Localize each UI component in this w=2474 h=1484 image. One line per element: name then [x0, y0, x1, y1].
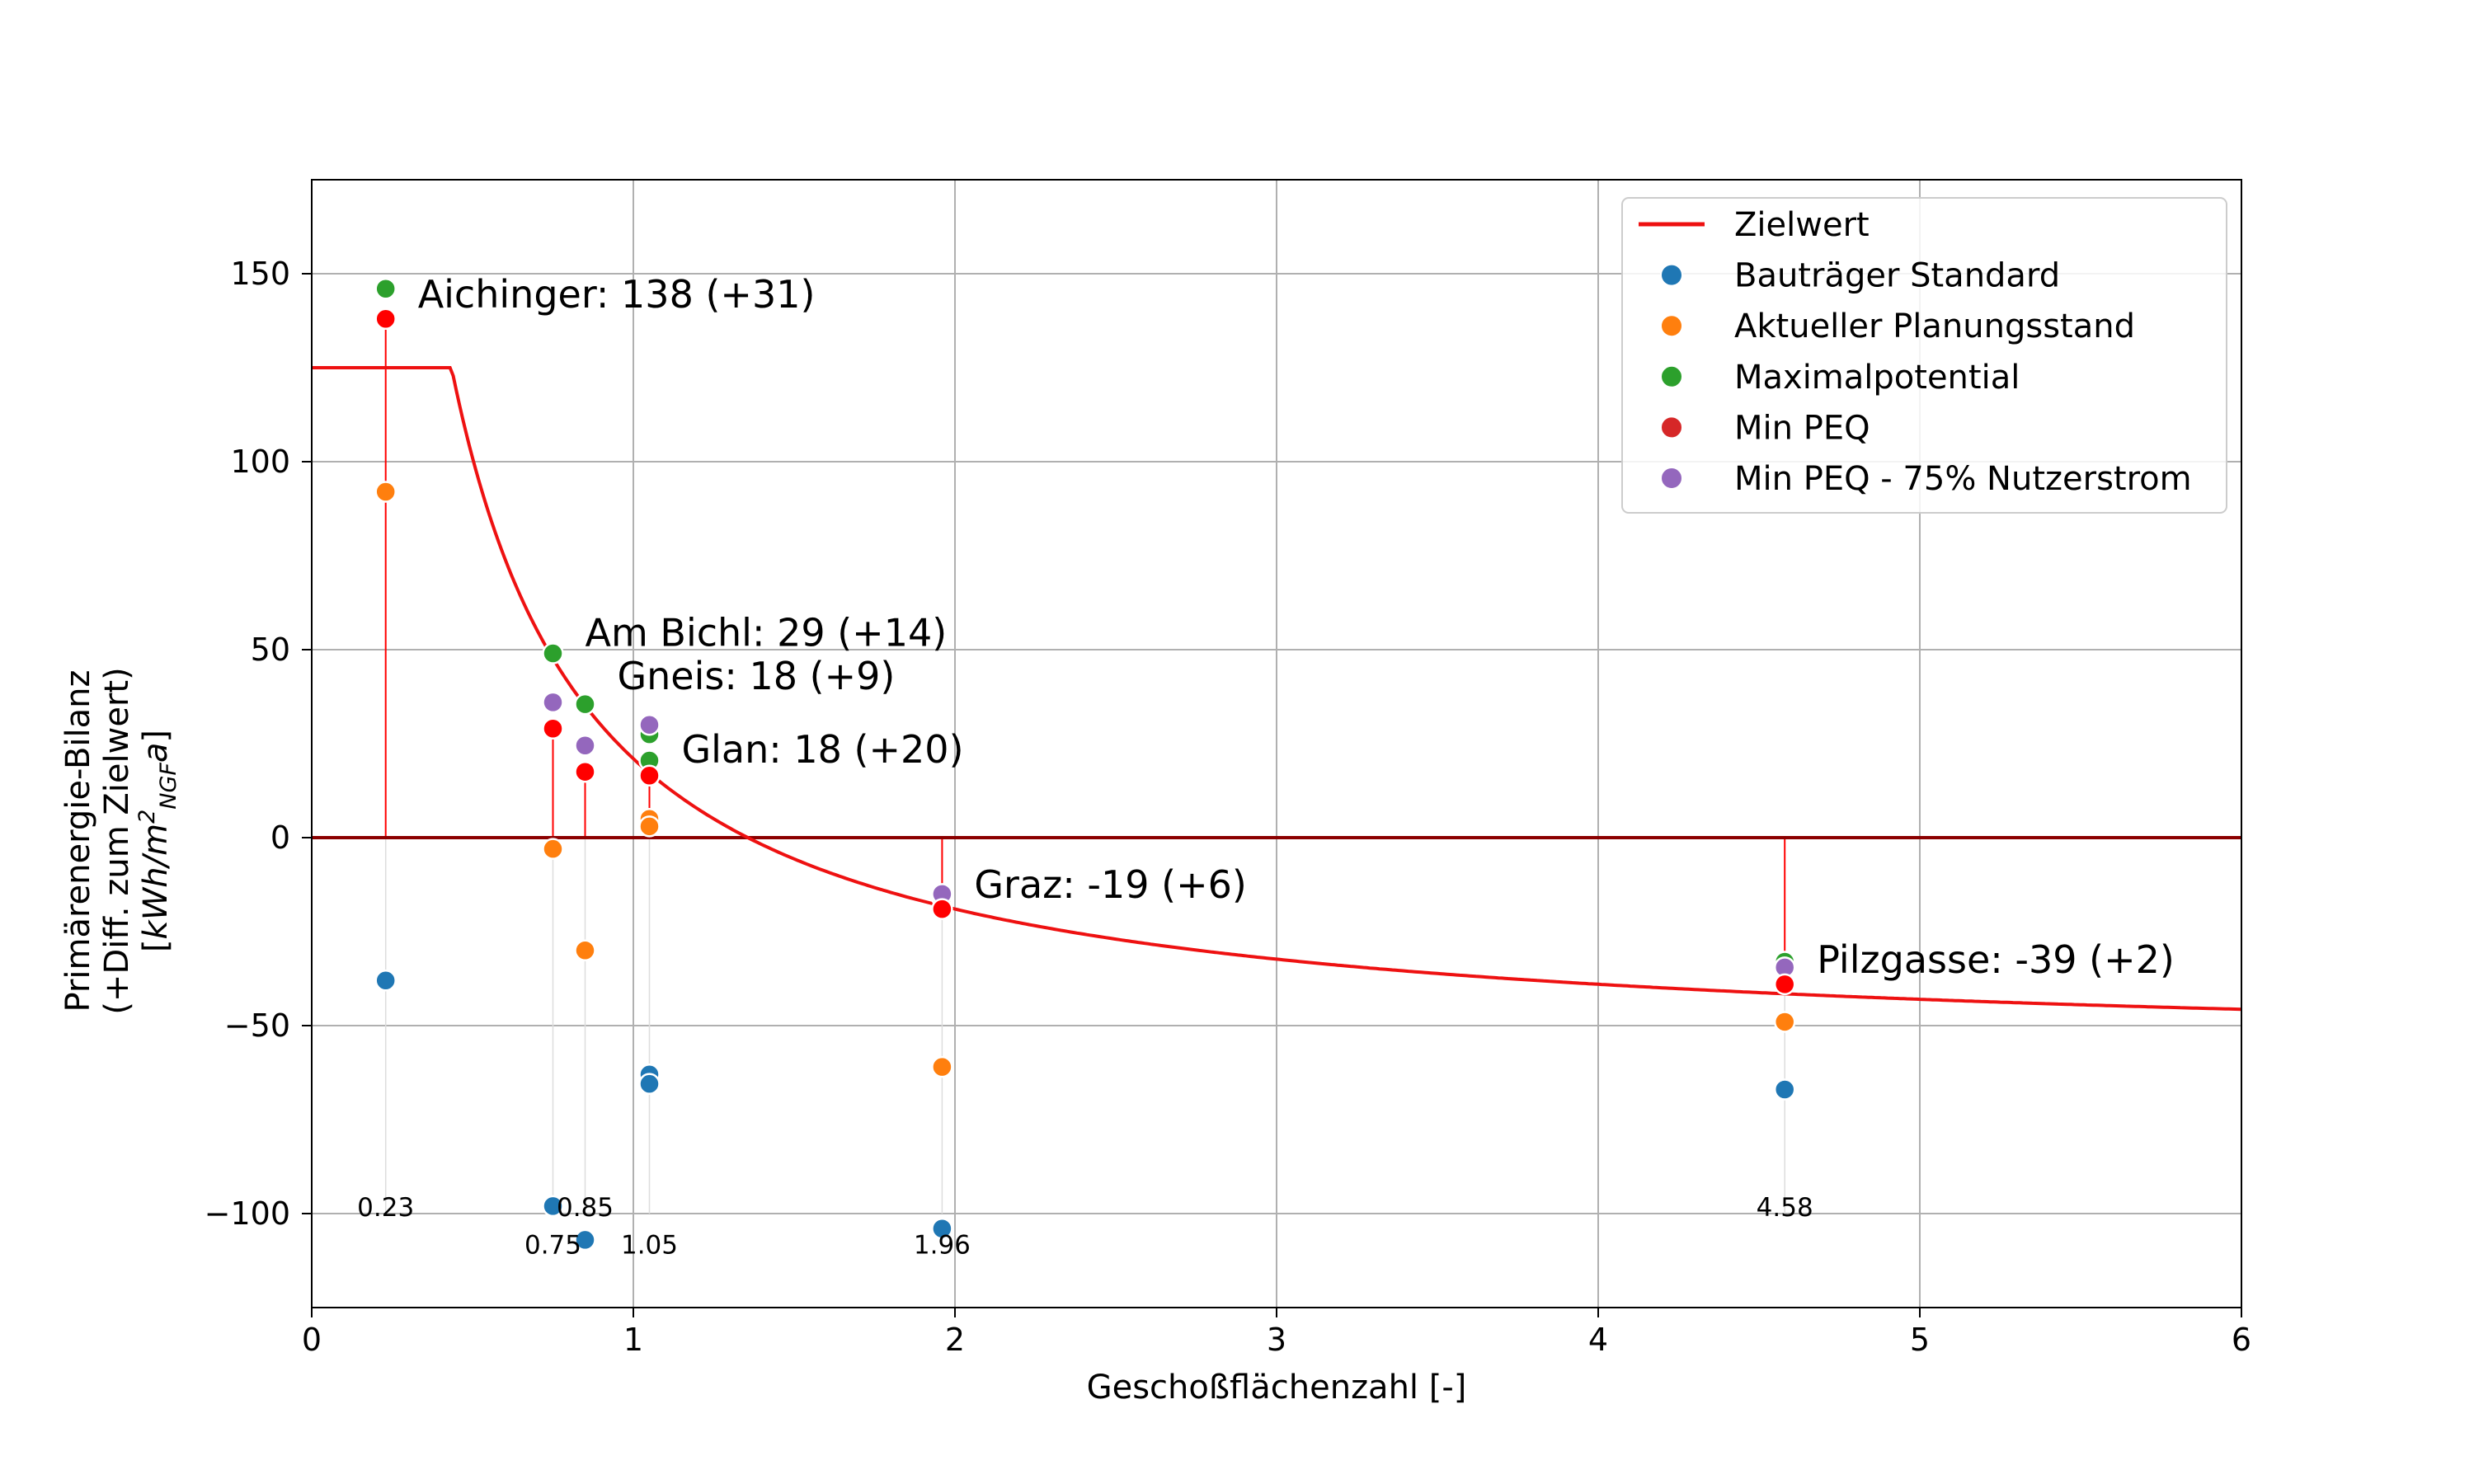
- x-tick-label: 3: [1267, 1322, 1286, 1358]
- point-annotation: Graz: -19 (+6): [974, 862, 1246, 907]
- gfz-value-label: 1.96: [914, 1230, 971, 1260]
- data-point: [542, 717, 564, 740]
- zielwert-line: [312, 366, 2242, 1012]
- legend-label: Aktueller Planungsstand: [1734, 308, 2135, 345]
- gfz-value-label: 1.05: [621, 1230, 678, 1260]
- legend-label: Min PEQ - 75% Nutzerstrom: [1734, 460, 2192, 498]
- point-annotation: Am Bichl: 29 (+14): [586, 610, 948, 655]
- data-point: [542, 642, 564, 665]
- y-axis-label-line-1: Primärenergie-Bilanz: [59, 670, 97, 1012]
- point-annotation: Glan: 18 (+20): [682, 727, 964, 772]
- y-axis-label-unit: [kWh/m2NGFa]: [134, 730, 181, 952]
- legend-dot-swatch: [1660, 314, 1683, 338]
- data-point: [574, 693, 596, 716]
- data-point: [574, 735, 596, 757]
- x-tick-label: 4: [1588, 1322, 1608, 1358]
- gfz-value-label: 0.85: [557, 1193, 614, 1223]
- gfz-value-label: 0.75: [524, 1230, 581, 1260]
- legend-label: Zielwert: [1734, 206, 1870, 244]
- x-tick-label: 0: [302, 1322, 322, 1358]
- data-point: [374, 308, 397, 330]
- data-point: [374, 277, 397, 300]
- data-point: [1773, 1078, 1796, 1101]
- x-tick-label: 5: [1910, 1322, 1930, 1358]
- y-tick-label: −50: [224, 1007, 290, 1044]
- annotations: Aichinger: 138 (+31) Am Bichl: 29 (+14)Gn…: [357, 272, 2175, 1260]
- data-point: [542, 838, 564, 860]
- data-point: [931, 898, 953, 920]
- legend-box: [1621, 197, 2227, 514]
- data-point: [374, 481, 397, 503]
- x-tick-label: 1: [623, 1322, 643, 1358]
- legend: Zielwert Bauträger Standard Aktueller Plan…: [1621, 197, 2227, 514]
- point-annotation: Pilzgasse: -39 (+2): [1817, 937, 2175, 982]
- y-axis-label-line-2: (+Diff. zum Zielwert): [98, 667, 136, 1014]
- legend-dot-swatch: [1660, 416, 1683, 439]
- point-annotation: Aichinger: 138 (+31): [418, 272, 816, 317]
- data-point: [1773, 1011, 1796, 1033]
- gfz-value-label: 0.23: [357, 1193, 414, 1223]
- legend-dot-swatch: [1660, 364, 1683, 388]
- data-point: [542, 691, 564, 714]
- y-axis-label: Primärenergie-Bilanz (+Diff. zum Zielwer…: [59, 667, 181, 1014]
- y-tick-label: 50: [251, 632, 290, 668]
- data-point: [638, 713, 661, 736]
- legend-label: Bauträger Standard: [1734, 257, 2060, 295]
- data-point: [931, 1217, 953, 1240]
- y-tick-label: 0: [270, 819, 290, 856]
- data-point: [1773, 973, 1796, 996]
- point-annotation: Gneis: 18 (+9): [618, 654, 896, 698]
- gfz-value-label: 4.58: [1757, 1193, 1813, 1223]
- reference-lines: [312, 366, 2242, 1012]
- data-point: [931, 1055, 953, 1078]
- legend-label: Min PEQ: [1734, 409, 1870, 447]
- data-point: [574, 1228, 596, 1252]
- legend-dot-swatch: [1660, 263, 1683, 287]
- x-axis-label: Geschoßflächenzahl [-]: [1087, 1369, 1467, 1407]
- data-point: [574, 760, 596, 783]
- data-points: [374, 277, 1796, 1252]
- y-tick-label: −100: [205, 1195, 290, 1232]
- data-point: [542, 1195, 564, 1218]
- axes: 0 1 2 3 4 5 6 −100 −50 0 50 100 150: [205, 256, 2251, 1358]
- x-tick-label: 6: [2232, 1322, 2251, 1358]
- data-point: [574, 939, 596, 962]
- data-point: [638, 815, 661, 838]
- data-point: [638, 764, 661, 787]
- legend-dot-swatch: [1660, 467, 1683, 490]
- y-tick-label: 100: [230, 444, 290, 480]
- x-tick-label: 2: [945, 1322, 965, 1358]
- data-point: [638, 1073, 661, 1095]
- y-tick-label: 150: [230, 256, 290, 292]
- legend-label: Maximalpotential: [1734, 359, 2020, 397]
- data-point: [374, 970, 397, 992]
